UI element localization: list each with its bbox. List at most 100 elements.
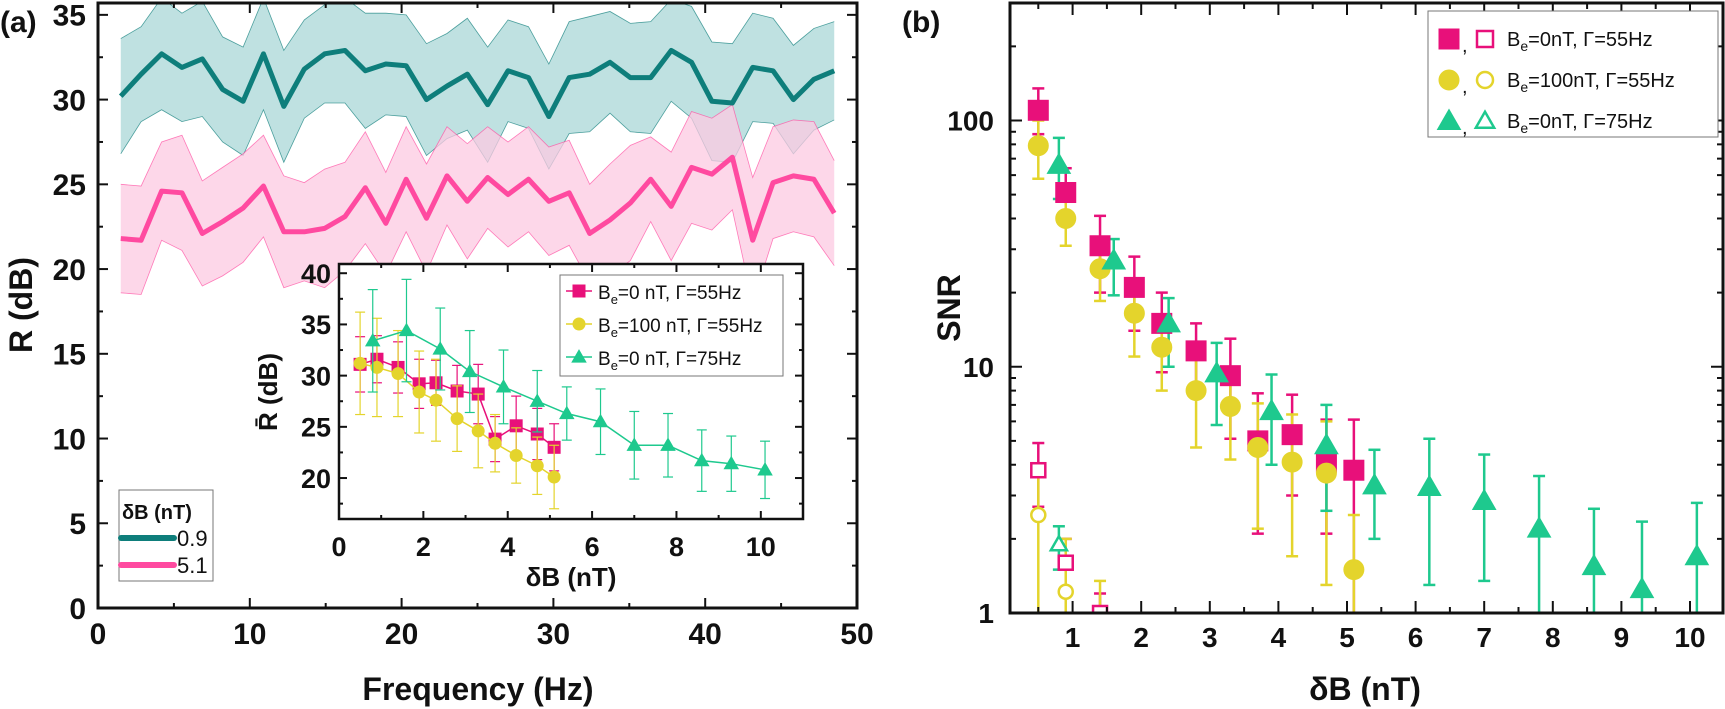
data-point: [471, 424, 485, 438]
panel-b: 1 2 3 4 5 6 7 8 9 10 1 10 100: [947, 1, 1725, 653]
data-point: [391, 367, 405, 381]
data-point-filled: [1046, 152, 1072, 174]
plot-frame: [96, 1, 859, 610]
data-point: [353, 356, 367, 370]
x-tick-label: 6: [1408, 622, 1424, 653]
data-point-filled: [1101, 248, 1127, 270]
data-point-filled: [1123, 302, 1145, 324]
x-tick-label: 2: [416, 532, 431, 562]
panel-b-xlabel: δB (nT): [1309, 671, 1421, 707]
data-point-filled: [1315, 462, 1337, 484]
x-tick-label: 4: [500, 532, 515, 562]
data-point-filled: [1684, 543, 1710, 566]
data-point-filled: [1526, 516, 1552, 538]
data-point: [530, 459, 544, 473]
y-tick-label: 100: [947, 106, 994, 137]
x-tick-label: 1: [1065, 622, 1081, 653]
y-tick-label: 35: [301, 310, 331, 340]
legend-marker-square: [572, 284, 586, 298]
y-tick-label: 15: [53, 339, 86, 372]
legend-marker-circle: [572, 317, 586, 331]
data-point-filled: [1281, 424, 1303, 446]
y-tick-label: 10: [53, 423, 86, 456]
data-point-filled: [1027, 135, 1049, 157]
panel-a-xlabel: Frequency (Hz): [362, 671, 593, 707]
panel-b-label: (b): [902, 6, 940, 39]
x-tick-label: 5: [1339, 622, 1355, 653]
error-band-5.1: [120, 104, 835, 303]
data-point-filled: [1281, 451, 1303, 473]
data-point: [488, 436, 502, 450]
band-upper-edge: [120, 3, 835, 65]
inset-ylabel: R̄ (dB): [253, 353, 283, 431]
data-point: [370, 360, 384, 374]
data-point-filled: [1362, 472, 1387, 495]
data-point-filled: [1259, 398, 1284, 421]
x-tick-label: 10: [746, 532, 776, 562]
legend-marker-filled-triangle: [1436, 108, 1462, 130]
data-point-filled: [1055, 207, 1077, 229]
panel-b-ylabel: SNR: [931, 274, 967, 342]
data-point: [529, 393, 546, 407]
y-tick-label: 10: [963, 352, 994, 383]
y-tick-label: 0: [69, 593, 86, 626]
legend-label: Be=100nT, Γ=55Hz: [1507, 70, 1675, 95]
data-point: [592, 413, 609, 428]
legend-marker-open-square: [1475, 29, 1495, 49]
data-point: [432, 341, 449, 355]
data-point-filled: [1185, 380, 1207, 402]
legend-marker-filled-circle: [1438, 69, 1460, 91]
legend-marker-open-circle: [1475, 70, 1495, 90]
y-tick-label: 30: [301, 361, 331, 391]
legend-label: Be=0nT, Γ=75Hz: [1507, 111, 1653, 136]
data-point: [450, 412, 464, 426]
data-point: [693, 452, 710, 467]
data-point-filled: [1185, 340, 1207, 362]
y-tick-label: 35: [53, 0, 86, 33]
data-point-filled: [1471, 488, 1497, 510]
data-point-open: [1057, 554, 1074, 571]
data-point: [509, 449, 523, 463]
panel-a-data: [118, 3, 837, 305]
data-point-open: [1030, 506, 1047, 524]
x-tick-label: 7: [1476, 622, 1492, 653]
x-tick-label: 9: [1614, 622, 1630, 653]
band-lower-edge: [120, 208, 835, 305]
data-point: [398, 322, 415, 337]
x-tick-label: 0: [90, 618, 107, 651]
data-point-filled: [1314, 432, 1339, 455]
data-point-open: [1030, 461, 1047, 479]
panel-a-legend: δB (nT) 0.9 5.1: [118, 489, 214, 582]
x-tick-label: 10: [1674, 622, 1705, 653]
data-point-filled: [1416, 474, 1442, 496]
legend-marker-open-triangle: [1473, 109, 1497, 130]
legend-title: δB (nT): [122, 502, 192, 524]
data-point: [412, 385, 426, 399]
data-point-filled: [1343, 459, 1365, 481]
x-tick-label: 3: [1202, 622, 1218, 653]
legend-label: 0.9: [177, 526, 208, 551]
data-point: [429, 393, 443, 407]
x-tick-label: 8: [669, 532, 684, 562]
x-tick-label: 4: [1271, 622, 1287, 653]
x-tick-label: 8: [1545, 622, 1561, 653]
data-point-filled: [1156, 310, 1182, 333]
y-tick-label: 5: [69, 508, 86, 541]
data-point-open: [1057, 583, 1074, 600]
y-tick-label: 25: [301, 413, 331, 443]
x-tick-label: 50: [840, 618, 873, 651]
data-point-filled: [1123, 276, 1145, 298]
data-point-filled: [1151, 336, 1173, 358]
x-tick-label: 40: [689, 618, 722, 651]
data-point: [364, 332, 381, 347]
x-tick-label: 10: [233, 618, 266, 651]
legend-label: Be=0nT, Γ=55Hz: [1507, 29, 1653, 54]
panel-a-ylabel: R (dB): [3, 257, 39, 353]
data-point-filled: [1055, 182, 1077, 204]
series-line-0.9: [118, 47, 836, 120]
panel-b-legend: , , , Be=0nT, Γ=55Hz Be=100nT, Γ=55Hz Be…: [1427, 10, 1719, 139]
legend-separator: ,: [1462, 76, 1468, 98]
plot-frame: [1008, 1, 1725, 615]
data-point: [626, 437, 643, 451]
data-point-filled: [1204, 360, 1230, 383]
